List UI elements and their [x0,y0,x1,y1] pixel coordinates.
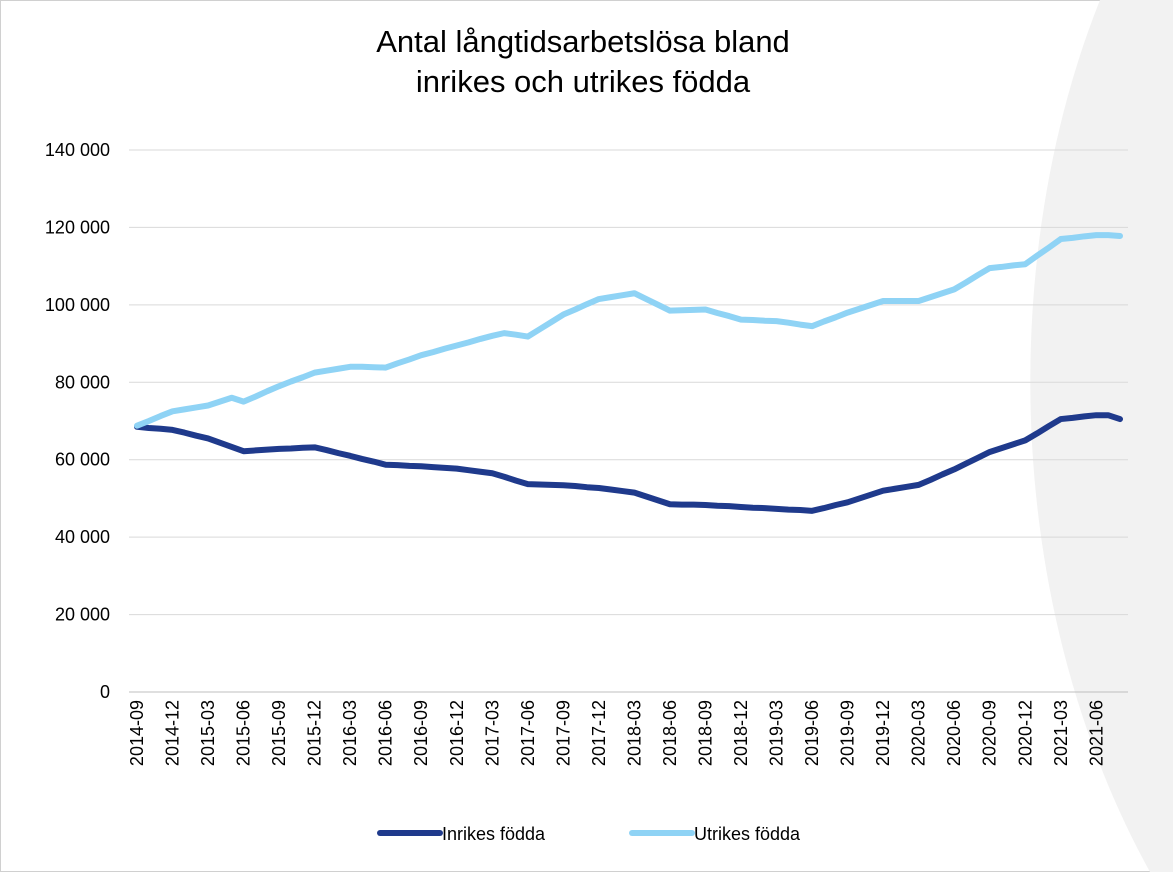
x-tick-label: 2019-06 [802,700,822,766]
series-line [134,412,1123,514]
x-tick-label: 2020-12 [1015,700,1035,766]
x-tick-label: 2016-06 [376,700,396,766]
x-tick-label: 2019-03 [767,700,787,766]
x-tick-label: 2020-06 [944,700,964,766]
y-tick-label: 40 000 [55,527,110,547]
legend-label: Inrikes födda [442,824,546,844]
series-line [134,232,1123,429]
x-tick-label: 2016-12 [447,700,467,766]
x-tick-label: 2015-09 [269,700,289,766]
x-tick-label: 2018-06 [660,700,680,766]
x-tick-label: 2017-06 [518,700,538,766]
x-tick-label: 2015-12 [305,700,325,766]
y-tick-label: 20 000 [55,605,110,625]
x-tick-label: 2015-06 [234,700,254,766]
x-tick-label: 2017-09 [553,700,573,766]
chart-title: inrikes och utrikes födda [416,64,751,99]
x-tick-label: 2016-09 [411,700,431,766]
x-tick-label: 2017-03 [482,700,502,766]
x-tick-label: 2014-12 [163,700,183,766]
legend-label: Utrikes födda [694,824,801,844]
y-tick-label: 100 000 [45,295,110,315]
x-tick-label: 2019-09 [838,700,858,766]
x-tick-label: 2015-03 [198,700,218,766]
y-tick-label: 0 [100,682,110,702]
x-tick-label: 2019-12 [873,700,893,766]
y-tick-label: 140 000 [45,140,110,160]
x-tick-label: 2016-03 [340,700,360,766]
y-tick-label: 60 000 [55,450,110,470]
x-tick-label: 2017-12 [589,700,609,766]
x-tick-label: 2018-12 [731,700,751,766]
x-tick-label: 2021-03 [1051,700,1071,766]
chart-title: Antal långtidsarbetslösa bland [376,24,790,59]
x-tick-label: 2020-03 [909,700,929,766]
x-tick-label: 2018-03 [624,700,644,766]
background-shape [1030,0,1173,872]
x-tick-label: 2018-09 [695,700,715,766]
y-tick-label: 80 000 [55,372,110,392]
y-tick-label: 120 000 [45,217,110,237]
x-tick-label: 2014-09 [127,700,147,766]
x-tick-label: 2021-06 [1086,700,1106,766]
x-tick-label: 2020-09 [980,700,1000,766]
